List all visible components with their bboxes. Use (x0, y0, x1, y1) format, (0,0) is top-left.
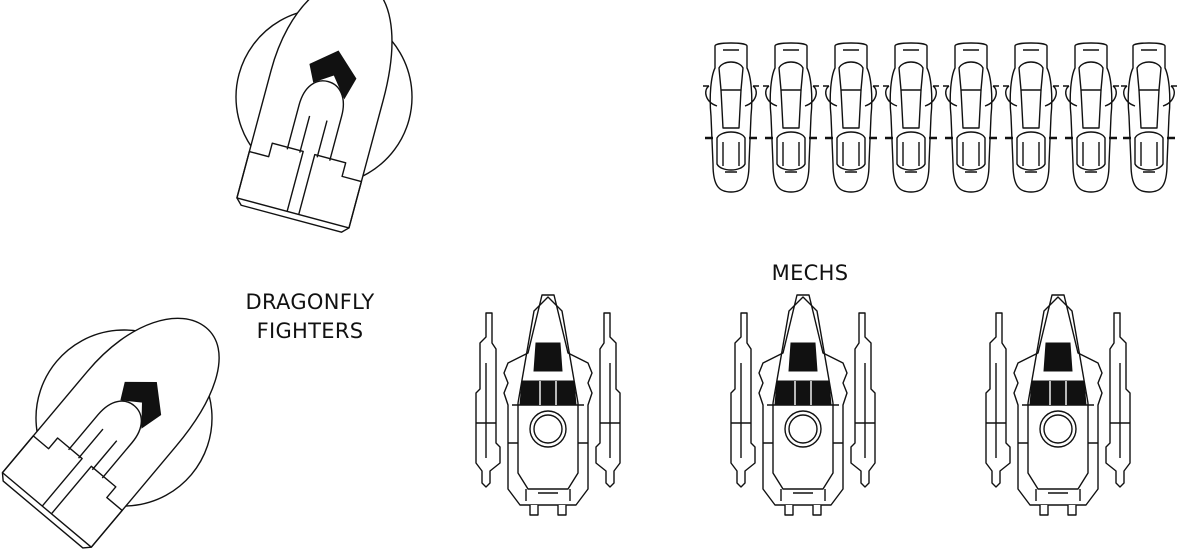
hover-bike-5 (941, 41, 1001, 194)
hover-bike-8 (1119, 41, 1177, 194)
dragonfly-fighter-1 (205, 0, 442, 243)
dragonfly-label-line2: FIGHTERS (256, 319, 364, 343)
hover-bike-1 (701, 41, 761, 194)
hover-bike-6 (1001, 41, 1061, 194)
mechs-label-text: MECHS (771, 261, 849, 285)
hover-bike-2 (761, 41, 821, 194)
mech-1 (475, 294, 621, 516)
mechs-label: MECHS (740, 259, 880, 288)
hover-bike-3 (821, 41, 881, 194)
mech-3 (985, 294, 1131, 516)
dragonfly-fighters-label: DRAGONFLY FIGHTERS (220, 288, 400, 346)
mech-2 (730, 294, 876, 516)
hover-bike-4 (881, 41, 941, 194)
dragonfly-label-line1: DRAGONFLY (245, 290, 375, 314)
hover-bike-7 (1061, 41, 1121, 194)
